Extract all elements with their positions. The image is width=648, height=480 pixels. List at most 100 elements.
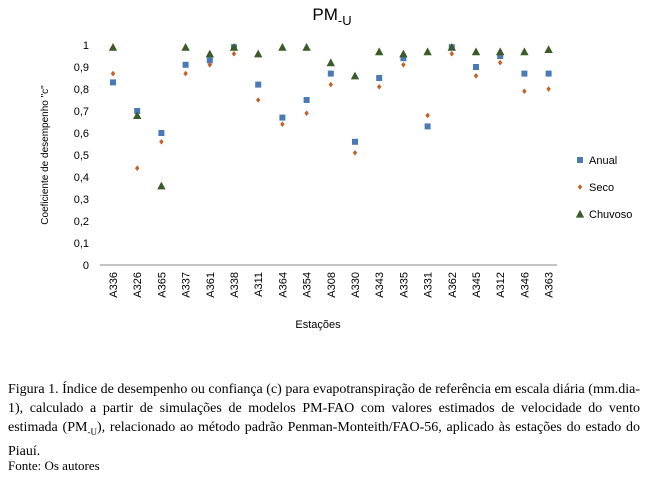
point-chuvoso-a311 [254,49,263,58]
point-chuvoso-a337 [181,43,190,51]
x-tick-labels: A336 A326 A365 A337 A361 A338 A311 A364 A354 A308… [108,272,556,298]
point-seco-a363 [546,86,551,92]
x-tick-label: A363 [544,272,556,298]
point-anual-a331 [424,123,431,130]
point-seco-a308 [328,81,334,88]
point-chuvoso-a343 [375,47,384,56]
y-tick-label: 0,2 [74,216,89,228]
point-anual-a308 [327,70,334,77]
point-chuvoso-a345 [471,47,481,56]
point-chuvoso-a338 [229,43,239,51]
point-chuvoso-a335 [399,49,408,58]
point-chuvoso-a346 [520,47,529,56]
point-seco-a364 [280,121,285,127]
x-tick-label: A338 [229,272,241,298]
caption-text-1: Figura 1. Índice de desempenho ou confia… [8,382,640,435]
data-points [108,43,553,190]
figure-caption: Figura 1. Índice de desempenho ou confia… [8,380,640,461]
legend-label-anual: Anual [589,155,617,167]
x-tick-label: A361 [205,272,217,298]
legend: Anual Seco Chuvoso [575,155,632,221]
x-tick-label: A343 [374,272,386,298]
point-seco-a338 [231,51,237,57]
x-tick-label: A331 [423,272,435,298]
point-anual-a364 [279,114,286,121]
point-chuvoso-a330 [350,71,360,80]
point-chuvoso-a365 [157,181,166,190]
point-chuvoso-a312 [496,47,505,56]
x-tick-label: A362 [447,272,459,298]
point-seco-a335 [401,62,406,68]
legend-marker-anual [577,157,583,163]
y-tick-label: 1 [83,40,89,52]
x-tick-label: A364 [277,272,289,298]
y-tick-label: 0 [83,260,89,272]
point-seco-a337 [183,70,188,77]
point-anual-a354 [303,97,310,103]
point-chuvoso-a354 [302,43,311,51]
point-anual-a365 [158,130,165,136]
caption-subscript: -U [87,426,97,437]
point-seco-a365 [159,139,164,145]
point-anual-a335 [400,55,407,62]
point-anual-a312 [497,53,504,59]
point-chuvoso-a308 [326,58,335,67]
y-tick-label: 0,3 [74,194,89,206]
x-tick-label: A330 [350,272,362,298]
x-tick-label: A345 [471,272,483,298]
point-anual-a326 [134,108,141,114]
point-chuvoso-a362 [447,43,456,51]
x-tick-label: A354 [302,272,314,298]
y-tick-label: 0,1 [74,238,89,250]
point-seco-a312 [497,59,503,66]
scatter-chart: PM-U Coeficiente de desempenho "c" 0 0,1 0… [40,5,632,331]
point-seco-a343 [376,84,382,90]
x-tick-label: A308 [326,272,338,298]
x-tick-label: A346 [519,272,531,298]
x-tick-label: A365 [156,272,168,298]
y-tick-label: 0,5 [74,150,89,162]
point-seco-a330 [352,150,358,156]
point-anual-a336 [110,79,116,86]
x-tick-label: A312 [495,272,507,298]
point-seco-a326 [134,165,140,171]
point-seco-a345 [473,73,479,79]
point-chuvoso-a326 [133,111,142,119]
point-chuvoso-a363 [544,45,553,53]
y-tick-label: 0,4 [74,172,89,184]
point-chuvoso-a361 [205,49,214,58]
point-anual-a311 [255,81,262,88]
point-anual-a345 [473,64,479,70]
x-tick-label: A311 [253,272,265,297]
point-anual-a337 [182,61,189,68]
point-seco-a311 [255,97,261,103]
point-seco-a362 [449,51,455,57]
point-anual-a346 [521,70,528,77]
x-axis-title: Estações [295,319,341,331]
chart-title: PM-U [312,5,351,28]
point-anual-a330 [352,138,358,145]
x-tick-label: A337 [181,272,193,298]
legend-label-seco: Seco [589,182,614,194]
point-chuvoso-a364 [278,43,287,51]
point-seco-a331 [425,112,430,119]
point-chuvoso-a331 [423,47,432,56]
y-tick-label: 0,9 [74,62,89,74]
svg-text:Coeficiente de desempenho "c": Coeficiente de desempenho "c" [40,85,51,225]
legend-marker-chuvoso [575,209,585,218]
caption-text-2: ), relacionado ao método padrão Penman-M… [8,420,640,459]
y-tick-label: 0,7 [74,106,89,118]
figure-source: Fonte: Os autores [8,458,100,473]
y-tick-label: 0,6 [74,128,89,140]
point-anual-a361 [206,57,213,64]
legend-marker-seco [577,184,583,190]
point-seco-a336 [110,70,116,77]
y-tick-labels: 0 0,1 0,2 0,3 0,4 0,5 0,6 0,7 0,8 0,9 1 [74,40,89,272]
legend-label-chuvoso: Chuvoso [589,209,632,221]
x-tick-label: A336 [108,272,120,298]
point-seco-a361 [207,62,213,68]
y-axis-title: Coeficiente de desempenho "c" [40,85,51,225]
point-seco-a354 [304,110,309,116]
x-tick-label: A326 [132,272,144,298]
point-seco-a346 [522,88,527,94]
